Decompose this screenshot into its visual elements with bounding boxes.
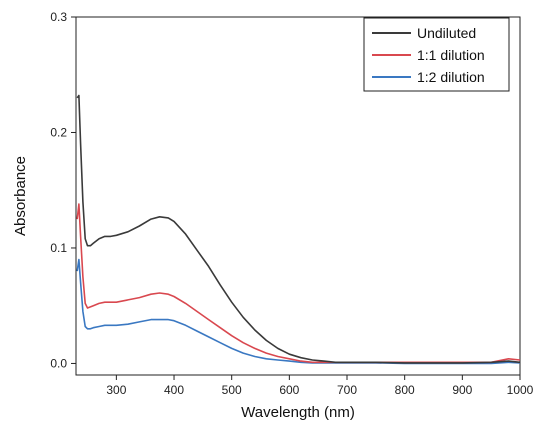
y-tick-label: 0.2 — [50, 125, 67, 139]
x-tick-label: 500 — [222, 383, 242, 397]
series-layer — [76, 94, 521, 365]
y-tick-label: 0.3 — [50, 10, 67, 24]
y-tick-label: 0.0 — [50, 356, 67, 370]
plot-frame — [75, 16, 521, 376]
y-axis: 0.0 0.1 0.2 0.3 — [50, 10, 76, 370]
series-line-1-2-dilution — [76, 258, 521, 365]
legend-label-undiluted: Undiluted — [417, 25, 476, 41]
y-axis-title: Absorbance — [12, 156, 29, 236]
legend: Undiluted 1:1 dilution 1:2 dilution — [363, 17, 510, 92]
x-axis: 300 400 500 600 700 800 900 1000 — [106, 375, 534, 397]
legend-label-1-2-dilution: 1:2 dilution — [417, 69, 485, 85]
x-tick-label: 600 — [279, 383, 299, 397]
x-tick-label: 400 — [164, 383, 184, 397]
x-tick-label: 800 — [395, 383, 415, 397]
series-line-undiluted — [76, 94, 521, 364]
y-tick-label: 0.1 — [50, 241, 67, 255]
x-tick-label: 300 — [106, 383, 126, 397]
legend-label-1-1-dilution: 1:1 dilution — [417, 47, 485, 63]
x-axis-title: Wavelength (nm) — [241, 404, 355, 421]
x-tick-label: 700 — [337, 383, 357, 397]
x-tick-label: 1000 — [507, 383, 534, 397]
x-tick-label: 900 — [452, 383, 472, 397]
series-line-1-1-dilution — [76, 203, 521, 364]
